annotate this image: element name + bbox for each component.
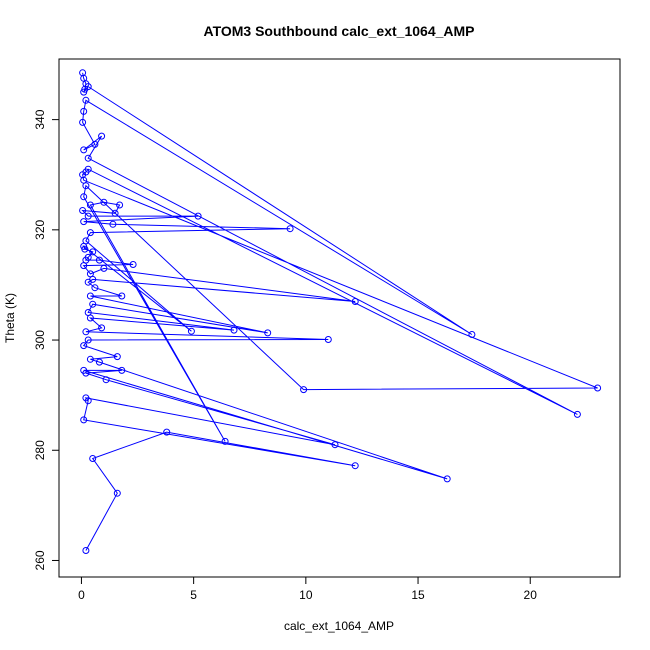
data-point — [468, 331, 476, 338]
data-point — [81, 245, 89, 253]
x-tick-label: 20 — [524, 588, 538, 602]
data-point — [82, 547, 90, 554]
data-point — [118, 292, 126, 300]
data-point — [82, 369, 90, 377]
data-point — [82, 182, 90, 190]
data-point — [86, 201, 94, 209]
y-tick-label: 320 — [33, 219, 47, 239]
data-point — [79, 207, 87, 214]
y-tick-label: 340 — [33, 109, 47, 129]
data-point — [331, 441, 339, 449]
data-point — [300, 386, 308, 394]
data-point — [86, 229, 94, 237]
x-tick-label: 10 — [299, 588, 313, 602]
data-point — [89, 300, 97, 308]
data-point — [118, 366, 126, 374]
data-point — [102, 376, 110, 384]
data-point — [80, 218, 88, 226]
data-point — [84, 212, 92, 220]
data-point — [286, 225, 294, 233]
plot-area — [79, 69, 602, 554]
data-point — [113, 353, 121, 361]
data-point — [84, 83, 92, 91]
y-tick-label: 280 — [33, 440, 47, 460]
y-tick-label: 300 — [33, 330, 47, 350]
data-point — [82, 96, 90, 104]
data-point — [351, 298, 359, 305]
x-axis: 0 5 10 15 20 — [78, 577, 537, 602]
data-point — [100, 264, 108, 272]
data-point — [98, 324, 106, 332]
data-point — [111, 209, 119, 217]
data-point — [91, 284, 99, 292]
data-point — [95, 256, 103, 264]
data-point — [84, 154, 92, 162]
data-point — [100, 198, 108, 206]
x-tick-label: 5 — [190, 588, 197, 602]
y-axis-label: Theta (K) — [3, 293, 17, 343]
data-point — [98, 132, 106, 140]
data-point — [594, 384, 602, 392]
data-point — [129, 261, 137, 268]
data-point — [221, 437, 229, 445]
data-point — [91, 140, 99, 148]
data-point — [80, 146, 88, 154]
data-point — [80, 262, 88, 270]
data-point — [163, 428, 171, 436]
chart-title: ATOM3 Southbound calc_ext_1064_AMP — [204, 23, 475, 39]
data-point — [187, 327, 195, 335]
data-point — [95, 358, 103, 366]
data-point — [264, 329, 272, 337]
data-point — [86, 314, 94, 322]
y-axis: 260 280 300 320 340 — [33, 109, 59, 570]
data-point — [116, 201, 124, 209]
data-point — [324, 336, 332, 343]
plot-frame — [58, 58, 621, 578]
data-point — [84, 397, 92, 405]
x-axis-label: calc_ext_1064_AMP — [284, 619, 394, 633]
data-point — [230, 326, 238, 334]
data-point — [86, 292, 94, 300]
data-point — [84, 278, 92, 286]
data-point — [194, 212, 202, 220]
data-point — [89, 455, 97, 462]
data-point — [80, 342, 88, 350]
x-tick-label: 15 — [411, 588, 425, 602]
data-point — [80, 416, 88, 424]
data-point — [351, 462, 359, 470]
data-point — [573, 410, 581, 418]
data-point — [80, 193, 88, 201]
y-tick-label: 260 — [33, 550, 47, 570]
data-point — [89, 248, 97, 256]
data-point — [80, 88, 88, 96]
data-point — [86, 355, 94, 363]
data-point — [84, 336, 92, 344]
data-point — [79, 118, 87, 126]
data-point — [443, 475, 451, 483]
data-point — [113, 489, 121, 497]
series-line — [81, 72, 598, 551]
data-point — [82, 328, 90, 336]
data-point — [109, 220, 117, 228]
data-point — [80, 107, 88, 115]
x-tick-label: 0 — [78, 588, 85, 602]
